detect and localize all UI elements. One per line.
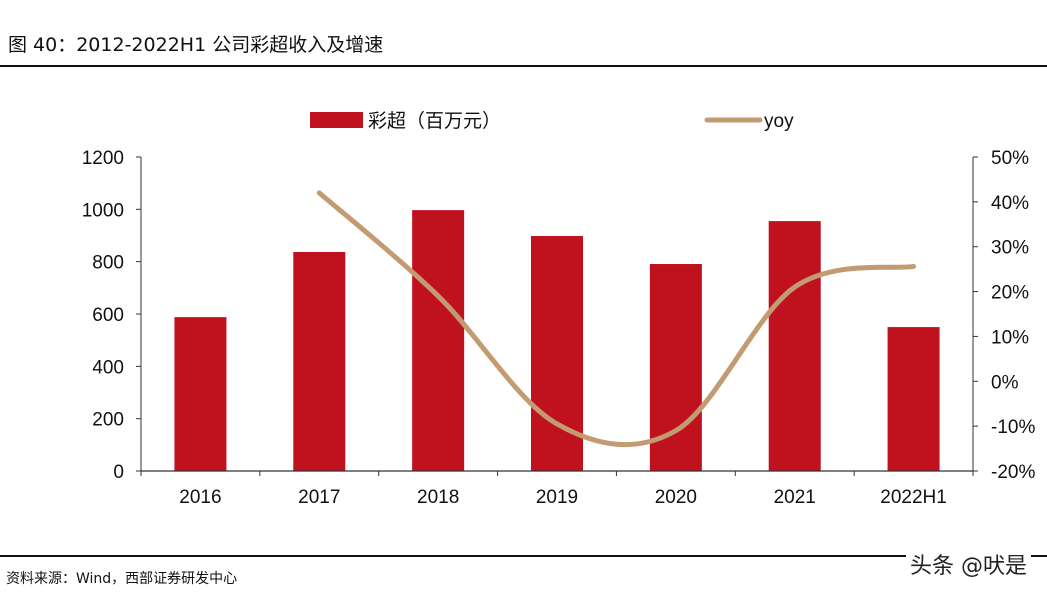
- watermark: 头条 @吠是: [906, 548, 1031, 580]
- legend-bar-swatch: [310, 112, 363, 128]
- bar-2017: [293, 251, 346, 471]
- bottom-divider: [0, 555, 1047, 557]
- x-tick-label: 2021: [774, 487, 816, 508]
- right-tick-label: 40%: [991, 193, 1029, 214]
- x-tick-label: 2022H1: [880, 487, 947, 508]
- left-tick-label: 200: [92, 410, 124, 431]
- right-tick-label: 0%: [991, 372, 1019, 393]
- right-tick-label: 30%: [991, 238, 1029, 259]
- bar-2021: [768, 221, 821, 471]
- bar-2018: [412, 210, 465, 471]
- yoy-line: [316, 190, 917, 448]
- x-tick-label: 2017: [298, 487, 340, 508]
- legend-bar-label: 彩超（百万元）: [368, 110, 501, 132]
- x-tick-label: 2018: [417, 487, 459, 508]
- top-divider: [0, 65, 1047, 67]
- right-tick-label: 50%: [991, 148, 1029, 169]
- left-tick-label: 600: [92, 305, 124, 326]
- right-tick-label: -10%: [991, 417, 1035, 438]
- bar-2019: [531, 236, 583, 471]
- x-tick-label: 2020: [655, 487, 697, 508]
- left-tick-label: 800: [92, 253, 124, 274]
- right-tick-label: -20%: [991, 462, 1035, 483]
- bar-2022H1: [887, 327, 940, 471]
- left-tick-label: 0: [113, 462, 124, 483]
- right-tick-label: 20%: [991, 283, 1029, 304]
- x-tick-label: 2019: [536, 487, 578, 508]
- legend-line-label: yoy: [764, 111, 794, 132]
- x-tick-label: 2016: [179, 487, 221, 508]
- bar-2016: [174, 317, 227, 471]
- chart: 0 200 400 600 800 1000 1200 -20% -10% 0% 10% 20% 30%…: [82, 110, 1036, 508]
- left-tick-label: 400: [92, 357, 124, 378]
- right-tick-label: 10%: [991, 327, 1029, 348]
- left-tick-label: 1200: [82, 148, 124, 169]
- figure-title: 图 40：2012-2022H1 公司彩超收入及增速: [8, 34, 384, 56]
- source-note: 资料来源：Wind，西部证券研发中心: [6, 571, 238, 587]
- left-tick-label: 1000: [82, 200, 124, 221]
